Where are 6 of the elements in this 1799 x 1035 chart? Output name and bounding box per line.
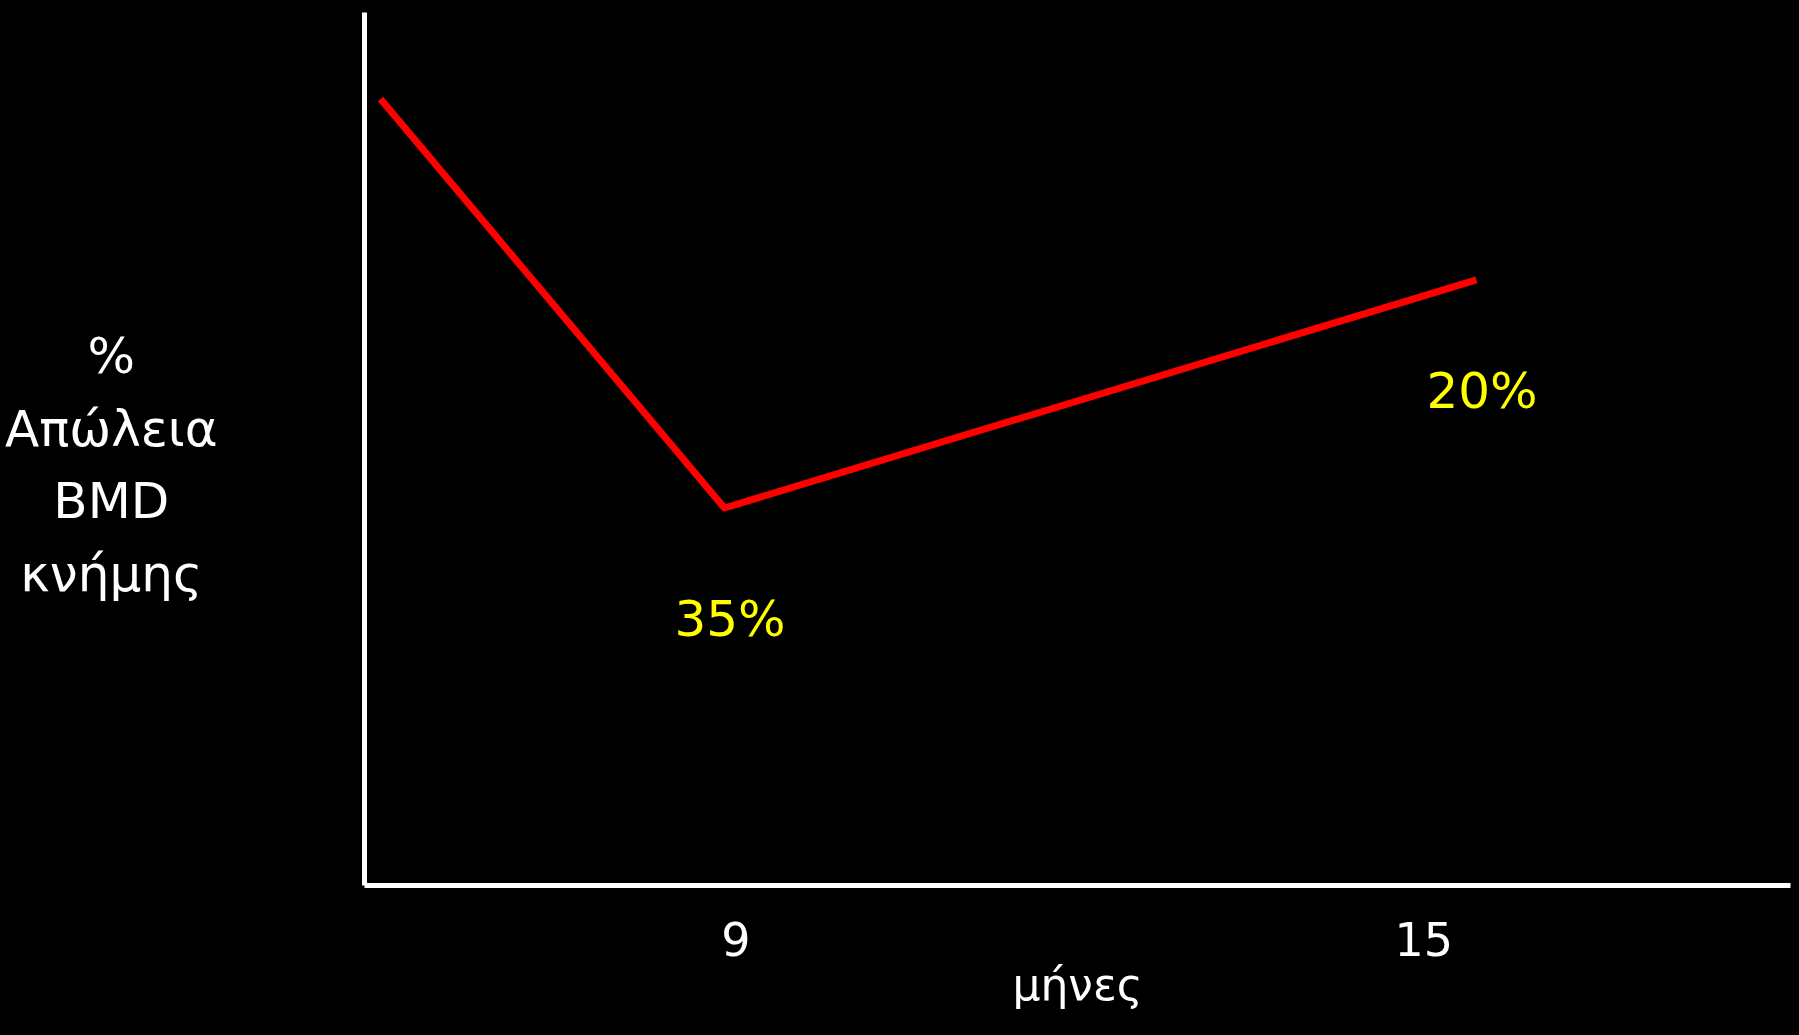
x-tick-label: 15 <box>1394 912 1453 967</box>
x-axis-title: μήνες <box>1012 958 1143 1010</box>
annotation: 35% <box>674 589 786 648</box>
y-axis-title: % Απώλεια BMD κνήμης <box>5 326 218 605</box>
x-tick-label: 9 <box>721 912 751 967</box>
annotation: 20% <box>1426 361 1538 420</box>
